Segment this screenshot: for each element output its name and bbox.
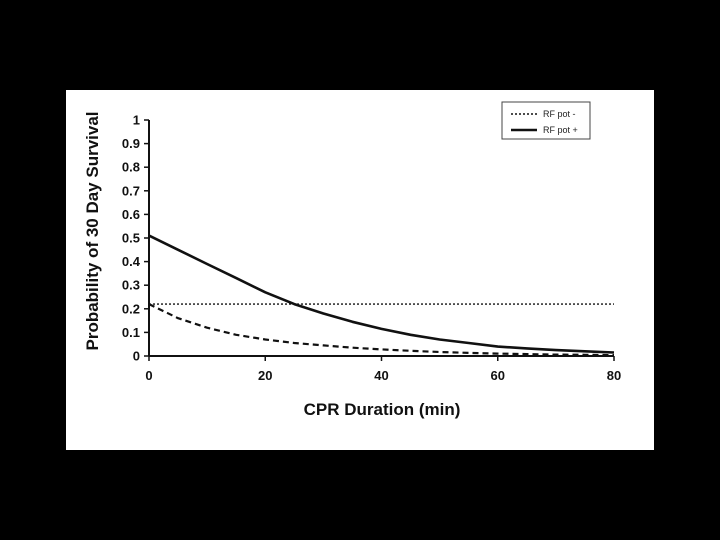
- x-tick-label: 60: [491, 368, 505, 383]
- y-tick-label: 0.9: [122, 136, 140, 151]
- y-tick-label: 0.5: [122, 231, 140, 246]
- y-tick-label: 0.3: [122, 278, 140, 293]
- series-line-rf-pot-solid: [148, 234, 615, 354]
- chart-panel: 0 0.1 0.2 0.3 0.4 0.5 0.6 0.7 0.8 0.9 1 0 20 40 60 80 …: [66, 90, 654, 450]
- y-tick-label: 0.8: [122, 160, 140, 175]
- y-tick-label: 0.6: [122, 207, 140, 222]
- x-tick-label: 80: [607, 368, 621, 383]
- legend-box: [501, 101, 591, 140]
- y-tick-label: 0.2: [122, 301, 140, 316]
- legend-label-rf-pot-minus: RF pot -: [543, 109, 576, 119]
- x-tick-label: 40: [374, 368, 388, 383]
- x-tick-label: 20: [258, 368, 272, 383]
- legend-label-rf-pot-plus: RF pot +: [543, 125, 578, 135]
- x-axis-title: CPR Duration (min): [304, 400, 461, 419]
- y-tick-label: 1: [133, 113, 140, 128]
- series-group: [148, 234, 615, 357]
- y-ticks: 0 0.1 0.2 0.3 0.4 0.5 0.6 0.7 0.8 0.9 1: [122, 113, 149, 364]
- x-tick-label: 0: [145, 368, 152, 383]
- y-tick-label: 0: [133, 349, 140, 364]
- legend: RF pot - RF pot +: [501, 101, 591, 140]
- axes: [148, 120, 614, 357]
- y-tick-label: 0.4: [122, 254, 141, 269]
- y-axis-title: Probability of 30 Day Survival: [83, 111, 102, 350]
- y-tick-label: 0.1: [122, 325, 140, 340]
- x-ticks: 0 20 40 60 80: [145, 356, 621, 383]
- series-line-series-2-dashed: [148, 303, 615, 357]
- y-tick-label: 0.7: [122, 183, 140, 198]
- survival-chart: 00.10.20.30.40.50.60.70.80.91 0 20 40 60 80 …: [83, 101, 621, 419]
